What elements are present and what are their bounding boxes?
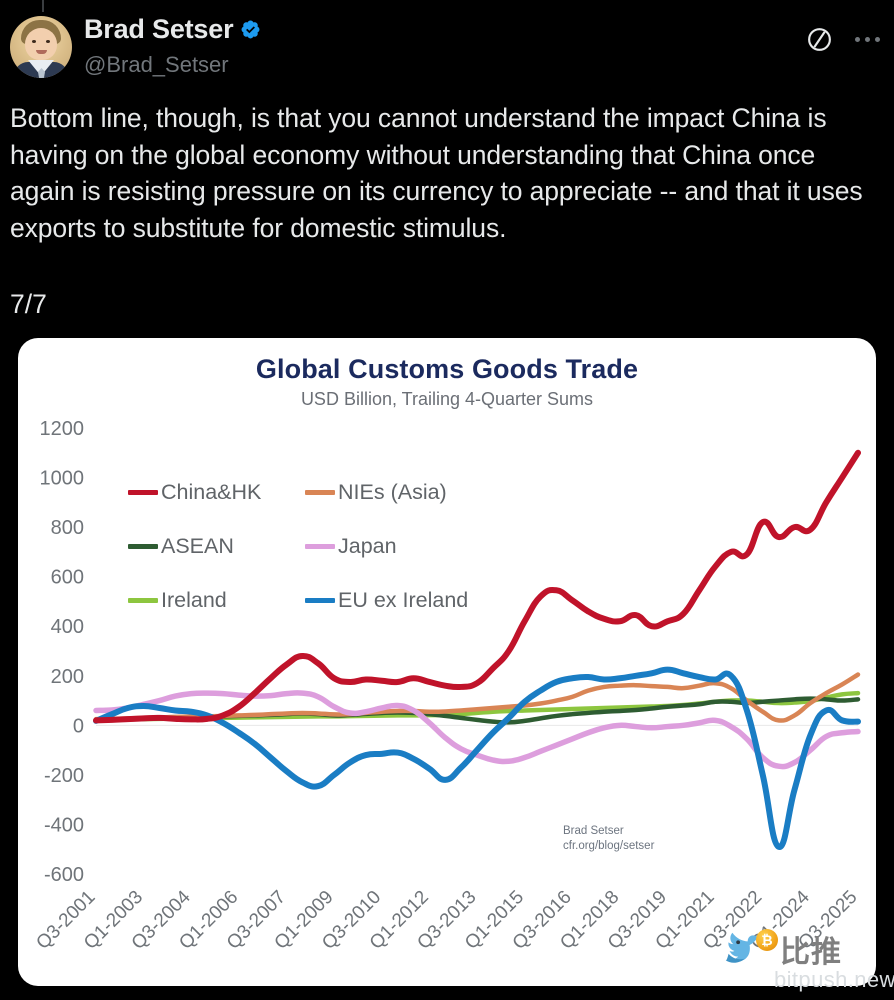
legend-item-2[interactable]: ASEAN [128,534,234,559]
avatar-tie [38,68,45,78]
tweet-header: Brad Setser @Brad_Setser [0,10,894,82]
chart-card[interactable]: Global Customs Goods Trade USD Billion, … [18,338,876,986]
more-dot-1 [855,37,860,42]
legend-swatch-asean [128,544,158,549]
tweet-thread-count: 7/7 [10,289,47,319]
y-axis-tick-label: -600 [44,864,84,886]
avatar-eye-left [32,40,36,43]
y-axis-tick-label: 1200 [40,418,85,440]
y-axis-tick-label: 400 [51,616,84,638]
legend-swatch-japan [305,544,335,549]
series-line-eu-ex-ireland [93,666,861,850]
series-line-china-hk [93,449,861,724]
legend-label-3: Japan [338,534,397,558]
bird-icon [725,932,759,963]
legend-swatch-eu-ex-ireland [305,598,335,603]
legend-label-5: EU ex Ireland [338,588,469,612]
more-dot-2 [865,37,870,42]
y-axis-tick-label: 0 [73,715,84,737]
more-options-icon[interactable] [855,37,880,42]
watermark-chinese-text: 比推 [780,935,842,970]
legend-swatch-ireland [128,598,158,603]
avatar-face [25,28,57,60]
avatar[interactable] [10,16,72,78]
chart-credit: Brad Setser cfr.org/blog/setser [563,825,655,852]
avatar-eye-right [46,40,50,43]
author-display-name: Brad Setser [84,14,234,44]
verified-badge-icon [241,20,260,39]
watermark: ₿ 比推 bitpush.news [718,925,894,997]
more-dot-3 [875,37,880,42]
legend-label-2: ASEAN [161,534,234,558]
thread-line [42,0,44,12]
grok-icon[interactable] [806,26,833,53]
legend-item-0[interactable]: China&HK [128,480,261,505]
series-line-japan [93,690,861,770]
legend-swatch-nies-asia [305,490,335,495]
header-actions [806,26,880,53]
watermark-url: bitpush.news [774,967,894,992]
legend-swatch-china-hk [128,490,158,495]
legend-item-1[interactable]: NIEs (Asia) [305,480,447,505]
legend-item-5[interactable]: EU ex Ireland [305,588,468,613]
y-axis-tick-label: 1000 [40,468,85,490]
y-axis-tick-label: 800 [51,517,84,539]
y-axis-tick-label: 600 [51,567,84,589]
avatar-mouth [36,50,47,54]
chart-title: Global Customs Goods Trade [255,354,639,384]
y-axis-tick-label: 200 [51,666,84,688]
line-chart: 120010008006004002000-200-400-600Q3-2001… [32,418,861,954]
tweet-text: Bottom line, though, is that you cannot … [10,103,870,243]
y-axis-tick-label: -200 [44,765,84,787]
legend-label-4: Ireland [161,588,227,612]
legend-label-1: NIEs (Asia) [338,480,447,504]
legend-item-3[interactable]: Japan [305,534,397,559]
author-handle: @Brad_Setser [84,52,229,77]
legend-item-4[interactable]: Ireland [128,588,227,613]
legend-label-0: China&HK [161,480,262,504]
bitcoin-coin-icon: ₿ [756,929,778,951]
chart-subtitle: USD Billion, Trailing 4-Quarter Sums [300,389,594,409]
author-name-row[interactable]: Brad Setser [84,14,261,45]
y-axis-tick-label: -400 [44,814,84,836]
